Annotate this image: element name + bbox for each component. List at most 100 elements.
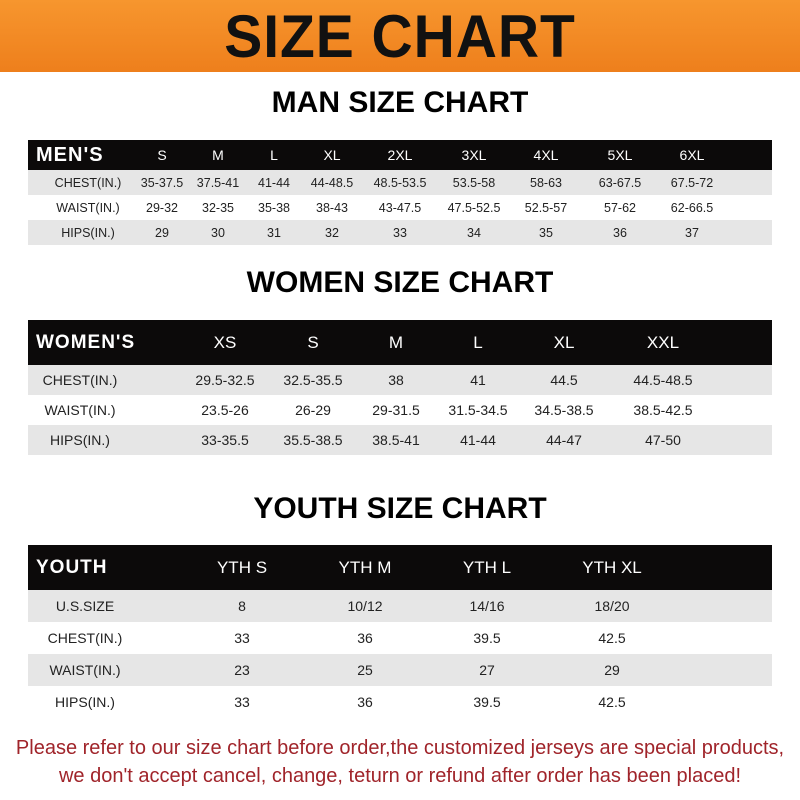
row-label: U.S.SIZE [55,598,115,614]
table-label: WOMEN'S [36,331,136,353]
table-cell: 29-32 [146,200,178,215]
size-column-header: L [270,147,278,163]
women-header-row: WOMEN'S XS S M L XL XXL [28,320,772,365]
table-cell: 63-67.5 [598,175,642,190]
table-cell: 29.5-32.5 [195,372,255,388]
table-row: CHEST(IN.) 29.5-32.5 32.5-35.5 38 41 44.5 44.5… [28,365,772,395]
table-cell: 67.5-72 [670,175,714,190]
size-column-header: 3XL [461,147,487,163]
size-column-header: 4XL [533,147,559,163]
size-column-header: L [473,332,483,352]
table-cell: 27 [479,662,495,678]
table-label: MEN'S [36,143,104,166]
row-label: HIPS(IN.) [61,225,115,240]
table-cell: 43-47.5 [378,200,422,215]
table-cell: 29 [604,662,620,678]
table-cell: 38 [388,372,404,388]
table-cell: 18/20 [594,598,630,614]
table-cell: 39.5 [473,694,501,710]
table-cell: 44-48.5 [310,175,354,190]
size-column-header: 5XL [607,147,633,163]
table-cell: 44-47 [546,432,582,448]
row-label: CHEST(IN.) [42,372,118,388]
row-label: CHEST(IN.) [54,175,122,190]
table-cell: 35-38 [258,200,290,215]
table-cell: 29 [155,225,169,240]
table-cell: 47.5-52.5 [447,200,501,215]
table-cell: 33 [234,630,250,646]
table-label: YOUTH [36,556,108,578]
row-label: WAIST(IN.) [56,200,120,215]
table-cell: 38-43 [316,200,348,215]
size-column-header: 2XL [387,147,413,163]
size-column-header: XL [553,332,575,352]
table-cell: 31.5-34.5 [448,402,508,418]
size-column-header: S [307,332,319,352]
size-column-header: XS [213,332,237,352]
table-cell: 33-35.5 [201,432,249,448]
table-cell: 30 [211,225,225,240]
table-cell: 37 [685,225,699,240]
table-cell: 36 [357,694,373,710]
table-cell: 36 [357,630,373,646]
table-cell: 29-31.5 [372,402,420,418]
table-row: HIPS(IN.) 29 30 31 32 33 34 35 36 37 [28,220,772,245]
table-cell: 35.5-38.5 [283,432,343,448]
table-cell: 52.5-57 [524,200,568,215]
size-column-header: 6XL [679,147,705,163]
size-column-header: M [212,147,224,163]
size-column-header: YTH L [462,557,512,577]
table-cell: 62-66.5 [670,200,714,215]
table-cell: 26-29 [295,402,331,418]
row-label: HIPS(IN.) [50,432,110,448]
table-row: WAIST(IN.) 23 25 27 29 [28,654,772,686]
women-size-table: WOMEN'S XS S M L XL XXL CHEST(IN.) 29.5-32.5 32.5… [28,320,772,455]
table-cell: 23 [234,662,250,678]
row-label: WAIST(IN.) [44,402,116,418]
table-cell: 41-44 [258,175,290,190]
table-row: U.S.SIZE 8 10/12 14/16 18/20 [28,590,772,622]
table-cell: 37.5-41 [196,175,240,190]
table-row: WAIST(IN.) 29-32 32-35 35-38 38-43 43-47.5 47.… [28,195,772,220]
size-column-header: S [157,147,167,163]
men-section-title: MAN SIZE CHART [271,86,529,119]
table-cell: 35 [539,225,553,240]
table-cell: 31 [267,225,281,240]
table-row: HIPS(IN.) 33-35.5 35.5-38.5 38.5-41 41-44 44-… [28,425,772,455]
table-cell: 42.5 [598,630,626,646]
youth-size-table: YOUTH YTH S YTH M YTH L YTH XL U.S.SIZE 8 10/12… [28,545,772,718]
table-cell: 32-35 [202,200,234,215]
table-cell: 36 [613,225,627,240]
table-cell: 8 [238,598,246,614]
table-cell: 25 [357,662,373,678]
table-cell: 42.5 [598,694,626,710]
table-row: CHEST(IN.) 35-37.5 37.5-41 41-44 44-48.5 48.5… [28,170,772,195]
table-cell: 53.5-58 [452,175,496,190]
table-cell: 33 [234,694,250,710]
table-cell: 34 [467,225,481,240]
table-cell: 57-62 [604,200,636,215]
size-column-header: XL [323,147,341,163]
row-label: WAIST(IN.) [49,662,121,678]
women-section-title: WOMEN SIZE CHART [246,266,554,299]
table-row: CHEST(IN.) 33 36 39.5 42.5 [28,622,772,654]
size-column-header: M [388,332,404,352]
table-cell: 39.5 [473,630,501,646]
table-cell: 47-50 [645,432,681,448]
men-header-row: MEN'S S M L XL 2XL 3XL 4XL 5XL 6XL [28,140,772,170]
table-cell: 44.5 [550,372,578,388]
table-cell: 10/12 [347,598,383,614]
table-cell: 38.5-41 [372,432,420,448]
title-banner: SIZE CHART [0,0,800,72]
table-cell: 34.5-38.5 [534,402,594,418]
row-label: CHEST(IN.) [47,630,123,646]
youth-header-row: YOUTH YTH S YTH M YTH L YTH XL [28,545,772,590]
table-cell: 41 [470,372,486,388]
order-notice: Please refer to our size chart before or… [0,734,800,790]
table-row: WAIST(IN.) 23.5-26 26-29 29-31.5 31.5-34.5 34… [28,395,772,425]
table-cell: 48.5-53.5 [373,175,427,190]
size-column-header: XXL [646,332,680,352]
table-cell: 14/16 [469,598,505,614]
youth-section-title: YOUTH SIZE CHART [253,492,547,525]
table-cell: 41-44 [460,432,496,448]
